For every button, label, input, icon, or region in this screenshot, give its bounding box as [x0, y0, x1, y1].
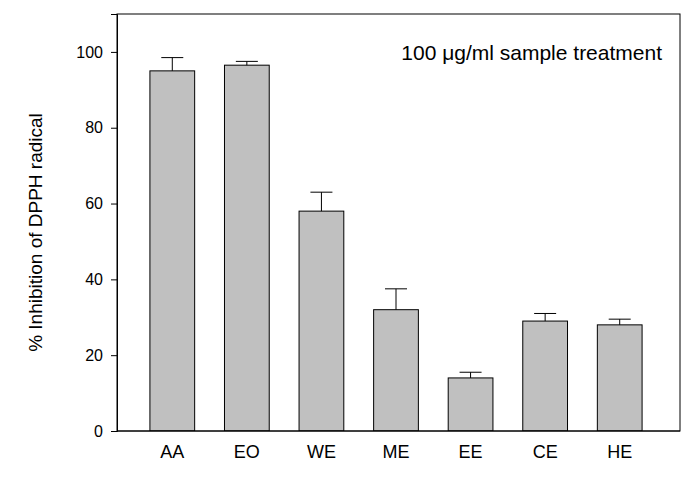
- y-tick-mark: [111, 128, 117, 129]
- x-tick: AA: [160, 431, 184, 462]
- x-tick-label: WE: [307, 442, 336, 462]
- y-tick: 20: [85, 347, 117, 364]
- bar: [448, 378, 493, 431]
- x-tick-label: CE: [533, 442, 558, 462]
- error-stem: [172, 58, 173, 71]
- x-tick-label: EE: [459, 442, 483, 462]
- bar: [150, 71, 195, 431]
- bar: [224, 65, 269, 431]
- x-tick-label: ME: [383, 442, 410, 462]
- error-bar: [310, 192, 332, 211]
- x-tick-label: EO: [234, 442, 260, 462]
- y-tick-label: 40: [85, 271, 103, 288]
- error-bar: [534, 313, 556, 321]
- y-tick: 0: [94, 423, 117, 440]
- error-bar: [385, 289, 407, 310]
- error-stem: [470, 372, 471, 378]
- bar: [597, 325, 642, 431]
- y-axis: 0 20 40 60 80 100: [76, 15, 117, 440]
- error-stem: [321, 192, 322, 211]
- y-tick-mark: [111, 52, 117, 53]
- bar: [374, 310, 419, 431]
- y-tick: 100: [76, 44, 117, 61]
- error-bar: [236, 61, 258, 65]
- error-stem: [545, 313, 546, 321]
- x-tick-label: HE: [607, 442, 632, 462]
- error-cap: [460, 372, 482, 373]
- y-tick-mark: [111, 204, 117, 205]
- x-tick: ME: [383, 431, 410, 462]
- x-tick: EE: [459, 431, 483, 462]
- annotation: 100 μg/ml sample treatment: [401, 41, 662, 64]
- plot-area: [150, 58, 642, 431]
- error-cap: [609, 319, 631, 320]
- bar: [523, 321, 568, 431]
- y-tick-label: 100: [76, 44, 103, 61]
- error-cap: [236, 61, 258, 62]
- error-stem: [396, 289, 397, 310]
- x-tick: CE: [533, 431, 558, 462]
- x-tick: HE: [607, 431, 632, 462]
- y-tick-label: 80: [85, 119, 103, 136]
- y-tick-mark: [111, 355, 117, 356]
- y-axis-line: [111, 15, 118, 432]
- y-axis-title: % Inhibition of DPPH radical: [25, 113, 46, 352]
- error-cap: [385, 288, 407, 289]
- y-tick-label: 20: [85, 347, 103, 364]
- y-tick-mark: [111, 431, 117, 432]
- error-cap: [534, 313, 556, 314]
- error-stem: [619, 319, 620, 325]
- x-tick: WE: [307, 431, 336, 462]
- x-tick-label: AA: [160, 442, 184, 462]
- error-bar: [161, 58, 183, 71]
- chart: 0 20 40 60 80 100 AA EO WE ME EE CE HE % Inhibition o…: [0, 0, 691, 485]
- y-tick: 80: [85, 119, 117, 136]
- y-tick-label: 60: [85, 195, 103, 212]
- y-tick: 60: [85, 195, 117, 212]
- error-stem: [246, 61, 247, 65]
- y-tick-mark: [111, 279, 117, 280]
- error-bar: [460, 372, 482, 378]
- x-axis: AA EO WE ME EE CE HE: [117, 431, 680, 462]
- x-axis-line: [117, 431, 680, 432]
- bar: [299, 211, 344, 431]
- y-tick-label: 0: [94, 423, 103, 440]
- y-tick: 40: [85, 271, 117, 288]
- error-bar: [609, 319, 631, 325]
- plot-frame: [117, 14, 680, 431]
- error-cap: [161, 57, 183, 58]
- error-cap: [310, 192, 332, 193]
- x-tick: EO: [234, 431, 260, 462]
